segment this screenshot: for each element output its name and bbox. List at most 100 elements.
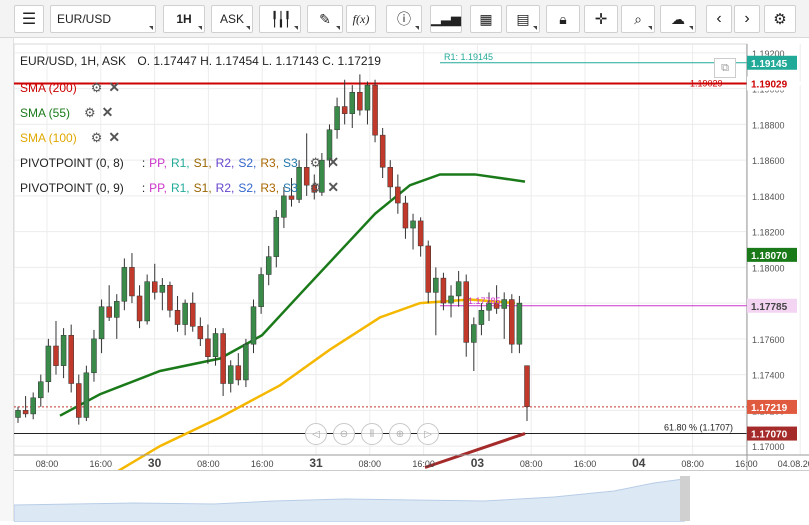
close-icon[interactable]: ✕ [327, 154, 340, 170]
nav-reset-button[interactable]: ⦀ [361, 423, 383, 445]
candle-body [273, 217, 280, 257]
candle-body [121, 267, 128, 302]
candle-body [265, 256, 272, 275]
gear-icon[interactable]: ⚙ [309, 154, 322, 170]
pivot-item-s2: S2, [238, 155, 257, 170]
info-button[interactable]: ⓘ [386, 5, 422, 33]
y-tick-label: 1.18000 [752, 263, 785, 273]
fib-tag-text: 1.17070 [751, 430, 788, 441]
pp-tag [747, 298, 797, 313]
expand-chart-button[interactable]: ⧉ [714, 58, 736, 78]
candle-body [448, 295, 454, 304]
candle-body [372, 84, 378, 136]
candle-body [98, 306, 105, 340]
candle-body [76, 383, 82, 418]
cloud-upload-button[interactable]: ☁ [660, 5, 696, 33]
crosshair-button[interactable]: ✛ [584, 5, 618, 33]
drawing-tools-button[interactable]: ✎ [307, 5, 343, 33]
candle-body [326, 129, 333, 161]
pivot-item-s3: S3 [283, 180, 298, 195]
chart-type-button[interactable]: ╿╽╿ [259, 5, 301, 33]
x-tick-label: 31 [309, 456, 323, 470]
price-type-label: ASK [219, 12, 244, 26]
candle-body [455, 281, 462, 297]
r1-tag [747, 55, 797, 70]
symbol-selector[interactable]: EUR/USD [50, 5, 156, 33]
document-icon: ▤ [516, 10, 530, 27]
pp-tag-text: 1.17785 [751, 302, 788, 313]
candle-body [440, 277, 447, 304]
crosshair-icon: ✛ [594, 11, 608, 28]
candle-body [463, 281, 469, 343]
dropdown-caret-icon [198, 26, 202, 30]
nav-zoom-in-button[interactable]: ⊕ [389, 423, 411, 445]
candle-body [387, 167, 394, 188]
candle-body [311, 184, 318, 193]
gear-icon[interactable]: ⚙ [84, 104, 96, 120]
candle-body [471, 324, 477, 343]
pivot-item-s1: S1, [193, 180, 212, 195]
calendar-icon: ▦ [479, 10, 493, 27]
lock-icon: 🔒︎ [559, 10, 567, 27]
volume-button[interactable]: ▁▃▅ [430, 5, 462, 33]
candle-body [106, 306, 112, 318]
lock-button[interactable]: 🔒︎ [546, 5, 580, 33]
nav-forward-button[interactable]: ▷ [417, 423, 439, 445]
candle-body [478, 310, 485, 325]
scroll-left-button[interactable]: ‹ [706, 5, 732, 33]
x-tick-label: 16:00 [574, 459, 597, 469]
candle-body [258, 274, 264, 307]
sma55-series-line [59, 173, 526, 417]
pivot-item-s1: S1, [193, 155, 212, 170]
candle-body [349, 91, 356, 114]
scroll-right-button[interactable]: › [734, 5, 760, 33]
x-tick-label: 16:00 [412, 459, 435, 469]
settings-button[interactable]: ⚙ [764, 5, 796, 33]
indicators-button[interactable]: f(x) [346, 5, 376, 33]
navigator-handle[interactable] [680, 476, 690, 521]
calendar-button[interactable]: ▦ [470, 5, 502, 33]
navigator-panel[interactable] [13, 470, 809, 523]
x-tick-label: 04 [632, 456, 646, 470]
candle-body [189, 302, 196, 327]
nav-back-button[interactable]: ◁ [305, 423, 327, 445]
dropdown-caret-icon [149, 26, 153, 30]
dropdown-caret-icon [336, 26, 340, 30]
x-tick-label: 16:00 [90, 459, 113, 469]
candle-body [250, 306, 257, 345]
close-icon[interactable]: ✕ [327, 179, 340, 195]
symbol-label: EUR/USD [57, 12, 112, 26]
ohlc-header: EUR/USD, 1H, ASK O. 1.17447 H. 1.17454 L… [20, 54, 381, 68]
menu-button[interactable]: ☰ [14, 5, 44, 33]
x-tick-label: 08:00 [520, 459, 543, 469]
close-icon[interactable]: ✕ [101, 104, 114, 120]
price-type-selector[interactable]: ASK [211, 5, 253, 33]
candle-body [364, 84, 371, 111]
dropdown-caret-icon [246, 26, 250, 30]
close-icon[interactable]: ✕ [108, 79, 121, 95]
gear-icon[interactable]: ⚙ [309, 179, 322, 195]
ohlc-values: O. 1.17447 H. 1.17454 L. 1.17143 C. 1.17… [137, 54, 381, 68]
candle-body [243, 343, 249, 381]
pivot-item-r3: R3, [260, 180, 280, 195]
timeframe-selector[interactable]: 1H [163, 5, 205, 33]
candle-body [129, 267, 135, 297]
nav-zoom-out-button[interactable]: ⊖ [333, 423, 355, 445]
x-tick-label: 03 [471, 456, 485, 470]
info-icon: ⓘ [397, 11, 411, 27]
zoom-button[interactable]: ⌕ [621, 5, 655, 33]
close-icon[interactable]: ✕ [108, 129, 121, 145]
dropdown-caret-icon [648, 26, 652, 30]
pivot-item-r2: R2, [215, 155, 235, 170]
candle-body [22, 410, 29, 415]
news-button[interactable]: ▤ [506, 5, 540, 33]
candle-body [197, 326, 204, 340]
chevron-right-icon: ▷ [424, 428, 432, 440]
candle-body [205, 338, 211, 357]
gear-icon[interactable]: ⚙ [90, 79, 103, 95]
candle-body [486, 302, 492, 311]
last-price-tag-text: 1.17219 [751, 403, 788, 414]
pivot1-items: PP, R1, S1, R2, S2, R3, S3 [149, 156, 302, 170]
gear-icon[interactable]: ⚙ [90, 129, 103, 145]
